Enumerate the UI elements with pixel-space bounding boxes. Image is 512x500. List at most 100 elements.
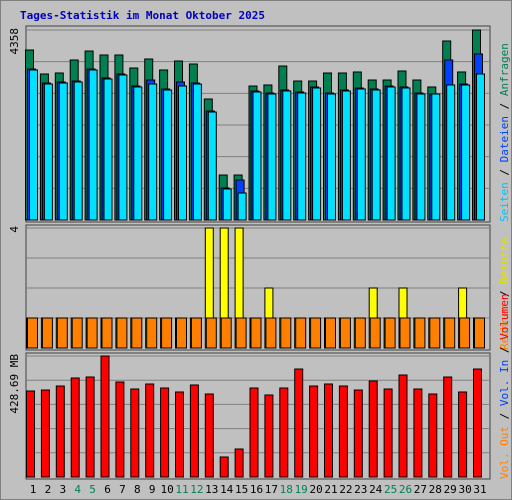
bar bbox=[368, 380, 378, 478]
y-tick-label: 4358 bbox=[8, 28, 21, 55]
bar bbox=[70, 377, 80, 478]
bar bbox=[369, 317, 381, 349]
bar bbox=[384, 317, 396, 349]
x-tick-label: 5 bbox=[89, 483, 96, 496]
bar bbox=[325, 317, 336, 349]
legend-separator: / bbox=[498, 96, 511, 116]
bar bbox=[148, 83, 158, 221]
bar bbox=[398, 374, 408, 478]
bar bbox=[163, 89, 173, 221]
legend: Rechner / Besuche bbox=[498, 237, 511, 350]
x-tick-label: 14 bbox=[220, 483, 234, 496]
x-tick-label: 26 bbox=[399, 483, 412, 496]
bar bbox=[43, 83, 53, 221]
bar bbox=[249, 387, 259, 478]
bar bbox=[86, 317, 98, 349]
legend: Seiten / Dateien / Anfragen bbox=[498, 43, 511, 222]
legend-entry: Vol. In bbox=[498, 360, 511, 406]
bar bbox=[444, 317, 456, 349]
legend-entry: Anfragen bbox=[498, 43, 511, 96]
bar bbox=[115, 381, 125, 478]
bar bbox=[100, 355, 110, 478]
chart-title: Tages-Statistik im Monat Oktober 2025 bbox=[20, 9, 265, 22]
legend-separator: / bbox=[498, 406, 511, 426]
x-tick-label: 27 bbox=[414, 483, 427, 496]
bar bbox=[309, 385, 319, 478]
bar bbox=[219, 456, 229, 478]
x-tick-label: 3 bbox=[59, 483, 66, 496]
y-tick-label: 4 bbox=[8, 226, 21, 233]
bar bbox=[279, 387, 289, 478]
bar bbox=[40, 389, 50, 478]
x-tick-label: 30 bbox=[458, 483, 471, 496]
legend: Vol. Out / Vol. In / Volumen bbox=[498, 294, 511, 479]
bar bbox=[264, 394, 274, 478]
bar bbox=[295, 317, 307, 349]
bar bbox=[338, 385, 348, 478]
bar bbox=[160, 387, 170, 478]
bar bbox=[237, 192, 247, 221]
bar bbox=[118, 74, 128, 221]
bar bbox=[431, 93, 441, 221]
bar bbox=[250, 317, 262, 349]
bar bbox=[282, 90, 292, 221]
bar bbox=[133, 86, 143, 221]
legend-entry: Vol. Out bbox=[498, 426, 511, 479]
x-tick-label: 22 bbox=[339, 483, 352, 496]
bar bbox=[416, 93, 426, 221]
x-tick-label: 9 bbox=[149, 483, 156, 496]
bar bbox=[443, 376, 453, 478]
legend-separator: / bbox=[498, 340, 511, 360]
legend-entry: Rechner bbox=[498, 303, 511, 350]
bar bbox=[399, 317, 411, 349]
x-tick-label: 7 bbox=[119, 483, 126, 496]
bar bbox=[85, 376, 95, 478]
x-tick-label: 13 bbox=[205, 483, 218, 496]
bar bbox=[131, 317, 143, 349]
bar bbox=[383, 388, 393, 478]
bar bbox=[145, 383, 155, 478]
bar bbox=[204, 393, 214, 478]
bar bbox=[265, 317, 277, 349]
bar bbox=[461, 84, 471, 221]
legend-entry: Besuche bbox=[498, 237, 511, 283]
bar bbox=[401, 87, 411, 221]
bar bbox=[175, 391, 184, 478]
x-tick-label: 8 bbox=[134, 483, 141, 496]
bar bbox=[280, 317, 292, 349]
bar bbox=[354, 317, 366, 349]
x-tick-label: 23 bbox=[354, 483, 367, 496]
bar bbox=[474, 317, 485, 349]
bar bbox=[310, 317, 322, 349]
bar bbox=[130, 388, 140, 478]
bar bbox=[459, 317, 471, 349]
bar bbox=[55, 385, 65, 478]
x-tick-label: 11 bbox=[175, 483, 188, 496]
bar bbox=[234, 448, 244, 478]
bar bbox=[207, 111, 217, 221]
x-tick-label: 6 bbox=[104, 483, 111, 496]
bar bbox=[356, 88, 366, 221]
x-tick-label: 29 bbox=[444, 483, 457, 496]
legend-entry: Volumen bbox=[498, 294, 511, 340]
x-tick-label: 28 bbox=[429, 483, 442, 496]
bar bbox=[176, 317, 187, 349]
x-tick-label: 10 bbox=[160, 483, 173, 496]
bar bbox=[252, 91, 262, 221]
x-tick-label: 16 bbox=[250, 483, 263, 496]
bar bbox=[190, 317, 202, 349]
bar bbox=[327, 93, 336, 221]
bar bbox=[458, 391, 468, 478]
bar bbox=[294, 368, 304, 478]
bar bbox=[222, 188, 232, 221]
bar bbox=[473, 368, 482, 478]
bar bbox=[101, 317, 113, 349]
bar bbox=[413, 388, 423, 478]
y-tick-label: 428.69 MB bbox=[8, 354, 21, 414]
legend-entry: Seiten bbox=[498, 182, 511, 222]
bar bbox=[371, 89, 381, 221]
bar bbox=[73, 81, 83, 221]
x-tick-label: 25 bbox=[384, 483, 397, 496]
bar bbox=[429, 317, 441, 349]
bar bbox=[428, 393, 438, 478]
